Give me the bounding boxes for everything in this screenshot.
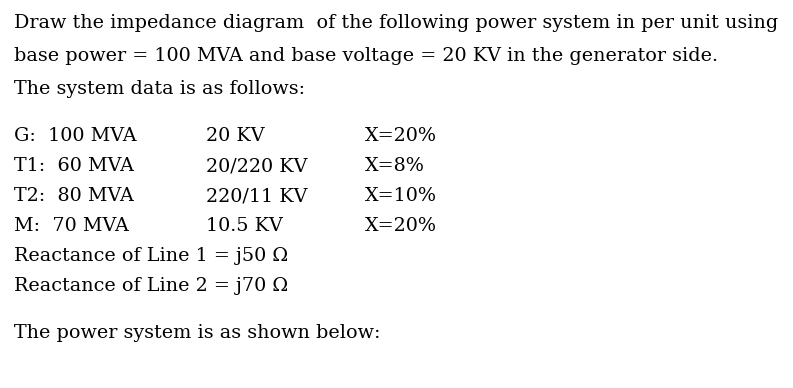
Text: X=8%: X=8% <box>365 157 425 175</box>
Text: 10.5 KV: 10.5 KV <box>206 217 283 235</box>
Text: 20 KV: 20 KV <box>206 127 265 145</box>
Text: X=20%: X=20% <box>365 217 437 235</box>
Text: 20/220 KV: 20/220 KV <box>206 157 308 175</box>
Text: M:  70 MVA: M: 70 MVA <box>14 217 129 235</box>
Text: X=20%: X=20% <box>365 127 437 145</box>
Text: base power = 100 MVA and base voltage = 20 KV in the generator side.: base power = 100 MVA and base voltage = … <box>14 47 718 64</box>
Text: Draw the impedance diagram  of the following power system in per unit using: Draw the impedance diagram of the follow… <box>14 14 779 31</box>
Text: G:  100 MVA: G: 100 MVA <box>14 127 136 145</box>
Text: T1:  60 MVA: T1: 60 MVA <box>14 157 134 175</box>
Text: X=10%: X=10% <box>365 187 437 205</box>
Text: The system data is as follows:: The system data is as follows: <box>14 80 305 97</box>
Text: Reactance of Line 1 = j50 Ω: Reactance of Line 1 = j50 Ω <box>14 247 289 265</box>
Text: T2:  80 MVA: T2: 80 MVA <box>14 187 134 205</box>
Text: The power system is as shown below:: The power system is as shown below: <box>14 324 381 342</box>
Text: Reactance of Line 2 = j70 Ω: Reactance of Line 2 = j70 Ω <box>14 277 289 294</box>
Text: 220/11 KV: 220/11 KV <box>206 187 308 205</box>
